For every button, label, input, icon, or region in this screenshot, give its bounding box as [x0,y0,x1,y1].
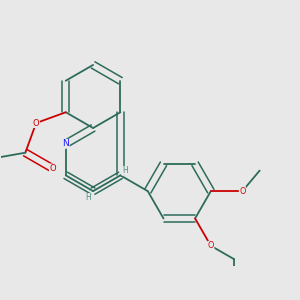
Text: O: O [33,118,39,127]
Text: H: H [86,194,92,202]
Text: H: H [122,166,128,175]
Text: N: N [62,139,69,148]
Text: O: O [208,241,214,250]
Text: O: O [49,164,56,173]
Text: O: O [239,187,246,196]
